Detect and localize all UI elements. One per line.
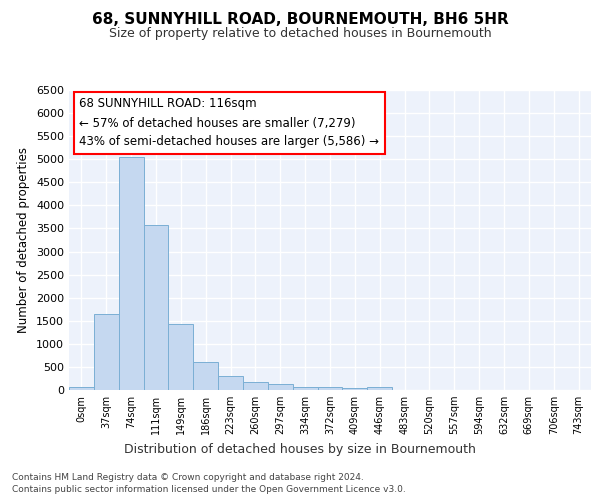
Text: Distribution of detached houses by size in Bournemouth: Distribution of detached houses by size … [124, 442, 476, 456]
Text: 68 SUNNYHILL ROAD: 116sqm
← 57% of detached houses are smaller (7,279)
43% of se: 68 SUNNYHILL ROAD: 116sqm ← 57% of detac… [79, 98, 379, 148]
Y-axis label: Number of detached properties: Number of detached properties [17, 147, 31, 333]
Bar [293, 386, 317, 390]
Bar [243, 382, 268, 390]
Bar [343, 388, 367, 390]
Bar [218, 376, 243, 390]
Bar [367, 388, 392, 390]
Text: Size of property relative to detached houses in Bournemouth: Size of property relative to detached ho… [109, 28, 491, 40]
Bar [69, 386, 94, 390]
Bar [143, 225, 169, 390]
Bar [268, 384, 293, 390]
Bar [317, 388, 343, 390]
Text: 68, SUNNYHILL ROAD, BOURNEMOUTH, BH6 5HR: 68, SUNNYHILL ROAD, BOURNEMOUTH, BH6 5HR [92, 12, 508, 28]
Text: Contains public sector information licensed under the Open Government Licence v3: Contains public sector information licen… [12, 485, 406, 494]
Bar [94, 314, 119, 390]
Bar [119, 157, 143, 390]
Bar [193, 362, 218, 390]
Bar [169, 324, 193, 390]
Text: Contains HM Land Registry data © Crown copyright and database right 2024.: Contains HM Land Registry data © Crown c… [12, 472, 364, 482]
